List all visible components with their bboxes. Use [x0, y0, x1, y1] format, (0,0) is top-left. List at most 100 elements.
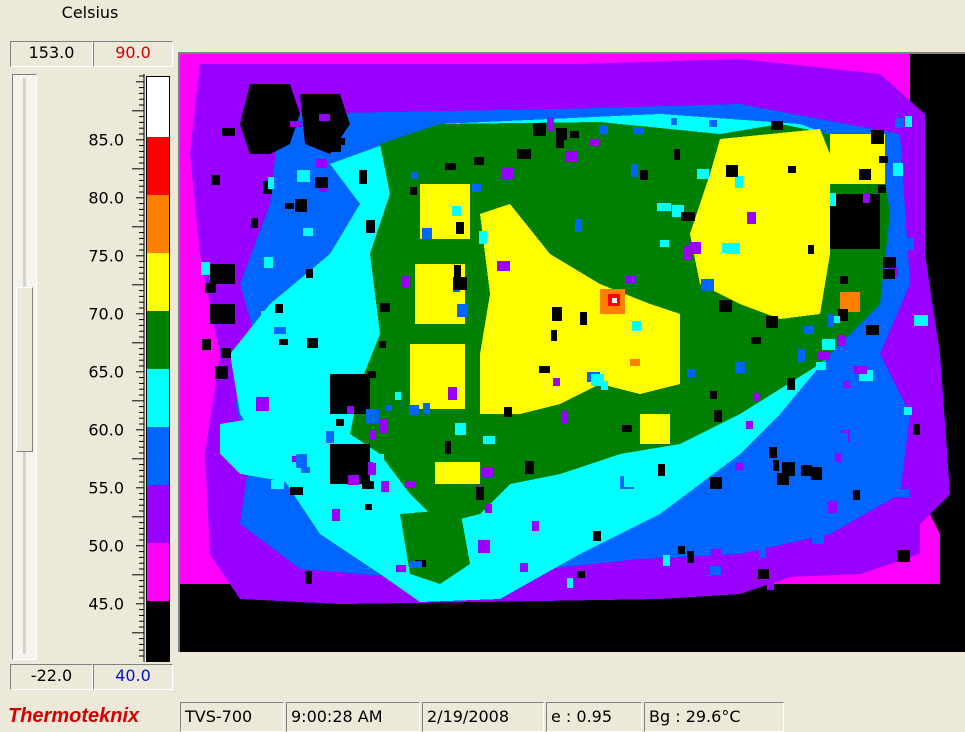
- thermal-dot: [301, 467, 310, 473]
- thermal-dot: [561, 411, 568, 424]
- thermal-dot: [295, 199, 307, 212]
- thermal-dot: [373, 454, 384, 463]
- thermal-dot: [711, 549, 721, 556]
- thermal-dot: [674, 149, 680, 160]
- thermal-dot: [593, 531, 601, 541]
- thermal-dot: [297, 170, 310, 182]
- thermal-dot: [782, 462, 795, 476]
- thermal-yellow-chip-2: [415, 264, 465, 324]
- thermal-dot: [833, 316, 840, 323]
- thermal-dot: [221, 348, 231, 358]
- thermal-dot: [710, 566, 721, 575]
- thermal-black-top-left: [240, 84, 300, 154]
- thermal-dot: [873, 473, 882, 483]
- thermal-dot: [520, 563, 528, 572]
- thermal-dot: [336, 419, 344, 426]
- palette-segment-black: [147, 601, 169, 661]
- thermal-dot: [385, 405, 392, 411]
- thermal-dot: [722, 243, 736, 253]
- thermal-dot: [332, 138, 345, 145]
- thermal-hotspot-white-1: [612, 298, 617, 303]
- thermal-dot: [836, 433, 848, 446]
- thermal-dot: [853, 490, 860, 500]
- thermal-dot: [445, 441, 451, 454]
- thermal-dot: [256, 397, 269, 411]
- thermal-dot: [368, 462, 376, 475]
- thermal-dot: [904, 407, 912, 415]
- thermal-dot: [689, 242, 701, 254]
- thermal-dot: [773, 460, 779, 471]
- thermal-dot: [710, 391, 717, 399]
- thermal-dot: [640, 170, 648, 180]
- thermal-image[interactable]: [180, 54, 965, 652]
- thermal-black-chip-a: [330, 374, 370, 414]
- thermal-dot: [285, 203, 294, 209]
- thermal-dot: [567, 578, 573, 588]
- status-bar: Thermoteknix TVS-700 9:00:28 AM 2/19/200…: [0, 698, 965, 732]
- thermal-dot: [307, 338, 318, 348]
- min-limit-field[interactable]: -22.0: [10, 664, 93, 690]
- thermal-dot: [275, 304, 283, 313]
- thermal-dot: [913, 424, 920, 435]
- thermal-hotspot-orange-3: [630, 359, 640, 366]
- thermal-dot: [311, 446, 323, 457]
- thermal-dot: [274, 327, 286, 334]
- emissivity: e : 0.95: [546, 702, 642, 732]
- thermal-dot: [275, 121, 282, 133]
- thermal-dot: [456, 222, 464, 234]
- thermal-yellow-right: [690, 129, 830, 319]
- tick-label-70: 70.0: [88, 304, 124, 324]
- thermal-dot: [379, 341, 386, 348]
- thermal-dot: [735, 463, 743, 470]
- thermal-dot: [366, 220, 375, 233]
- thermal-dot: [362, 481, 374, 489]
- thermal-dot: [838, 309, 848, 321]
- thermal-dot: [404, 114, 414, 126]
- palette-segment-blue: [147, 427, 169, 485]
- thermal-dot: [866, 325, 879, 335]
- thermal-dot: [697, 169, 709, 179]
- thermal-dot: [547, 118, 554, 131]
- thermal-dot: [830, 193, 836, 206]
- thermal-dot: [533, 123, 546, 136]
- thermal-dot: [684, 246, 691, 260]
- thermal-black-chip-b: [330, 444, 370, 484]
- thermal-dot: [401, 276, 409, 288]
- thermal-dot: [326, 431, 334, 443]
- thermal-dot: [687, 369, 695, 377]
- thermal-dot: [502, 168, 513, 179]
- tick-label-65: 65.0: [88, 362, 124, 382]
- thermal-dot: [410, 187, 417, 195]
- thermal-image-frame[interactable]: [178, 52, 965, 652]
- thermal-dot: [472, 184, 481, 192]
- thermal-dot: [767, 580, 774, 590]
- thermal-dot: [624, 474, 636, 487]
- range-slider-thumb[interactable]: [16, 287, 33, 452]
- thermal-dot: [455, 423, 466, 435]
- thermal-dot: [344, 362, 353, 368]
- thermal-dot: [264, 257, 273, 268]
- thermal-dot: [905, 116, 912, 127]
- max-limit-field[interactable]: 153.0: [10, 41, 93, 67]
- scale-ticks: [132, 74, 145, 662]
- thermal-dot: [671, 118, 677, 125]
- max-temperature-field[interactable]: 90.0: [93, 41, 173, 67]
- thermal-dot: [709, 120, 717, 127]
- thermal-dot: [660, 240, 669, 247]
- thermal-dot: [758, 569, 769, 579]
- thermal-dot: [482, 467, 494, 477]
- thermal-dot: [817, 351, 829, 360]
- tick-label-75: 75.0: [88, 246, 124, 266]
- palette-segment-white: [147, 77, 169, 137]
- thermal-dot: [769, 447, 777, 458]
- min-temperature-field[interactable]: 40.0: [93, 664, 173, 690]
- thermal-dot: [883, 269, 895, 279]
- thermal-dot: [811, 467, 822, 480]
- thermal-yellow-small: [435, 462, 480, 484]
- thermal-dot: [859, 169, 871, 180]
- thermal-yellow-bright-spot: [640, 414, 670, 444]
- thermal-dot: [359, 170, 367, 184]
- thermal-dot: [589, 139, 599, 146]
- thermal-dot: [804, 326, 814, 334]
- thermal-dot: [766, 316, 778, 328]
